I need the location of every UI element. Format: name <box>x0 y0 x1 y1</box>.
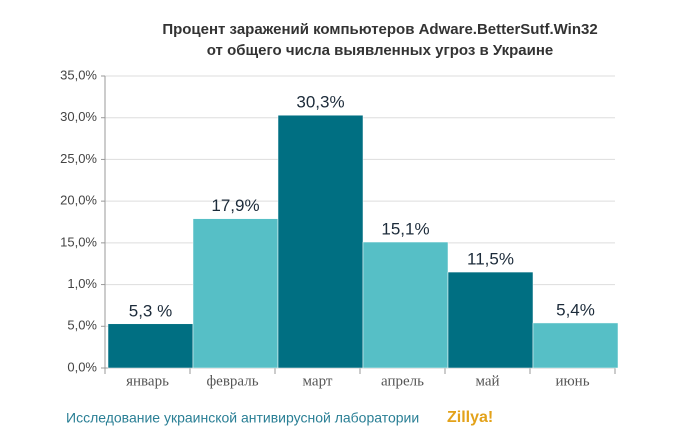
bar <box>277 114 364 369</box>
y-tick-label: 1,0% <box>67 276 97 291</box>
y-tick-label: 30,0% <box>60 109 97 124</box>
chart-title: от общего числа выявленных угроз в Украи… <box>207 42 553 59</box>
bar <box>107 323 194 369</box>
logo: Zillya! <box>447 409 493 426</box>
bar <box>192 218 279 369</box>
y-tick-label: 15,0% <box>60 234 97 249</box>
data-label: 15,1% <box>381 220 429 239</box>
y-tick-label: 25,0% <box>60 151 97 166</box>
bar <box>447 271 534 369</box>
x-tick-label: апрель <box>381 373 424 389</box>
y-tick-label: 35,0% <box>60 67 97 82</box>
source-note: Исследование украинской антивирусной лаб… <box>66 410 419 426</box>
data-label: 5,4% <box>556 300 595 319</box>
x-tick-label: май <box>475 373 499 389</box>
y-tick-label: 20,0% <box>60 193 97 208</box>
bar <box>532 322 619 369</box>
data-label: 5,3 % <box>129 301 172 320</box>
x-tick-label: январь <box>126 373 169 389</box>
chart-title: Процент заражений компьютеров Adware.Bet… <box>162 21 597 38</box>
bar <box>362 241 449 369</box>
x-tick-label: февраль <box>206 373 258 389</box>
data-label: 11,5% <box>467 250 514 269</box>
x-tick-label: июнь <box>555 373 589 389</box>
y-tick-label: 0,0% <box>67 359 97 374</box>
x-tick-label: март <box>303 373 333 389</box>
data-label: 30,3% <box>296 93 344 112</box>
y-tick-label: 5,0% <box>67 318 97 333</box>
data-label: 17,9% <box>211 196 259 215</box>
